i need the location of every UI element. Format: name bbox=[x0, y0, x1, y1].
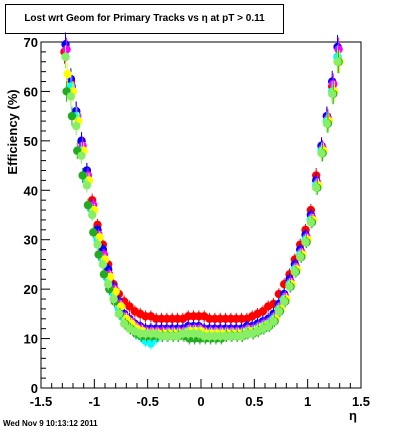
series-5 bbox=[62, 50, 343, 345]
series-6 bbox=[61, 45, 342, 343]
data-point bbox=[280, 297, 289, 306]
x-tick-label: -0.5 bbox=[136, 394, 158, 409]
data-point bbox=[317, 149, 326, 158]
data-point bbox=[301, 237, 310, 247]
data-point bbox=[98, 260, 108, 269]
data-point bbox=[328, 89, 337, 99]
y-tick-label: 0 bbox=[31, 381, 38, 396]
series-2 bbox=[62, 37, 343, 338]
y-tick-label: 50 bbox=[24, 134, 38, 149]
title-box: Lost wrt Geom for Primary Tracks vs η at… bbox=[5, 4, 284, 34]
data-point bbox=[306, 218, 316, 227]
data-point bbox=[77, 151, 86, 160]
x-axis: -1.5 -1 -0.5 0 0.5 1 1.5 bbox=[30, 379, 370, 409]
y-tick-label: 20 bbox=[24, 282, 38, 297]
data-point bbox=[99, 270, 109, 279]
data-point bbox=[334, 45, 343, 54]
data-point bbox=[72, 121, 81, 131]
data-point bbox=[83, 200, 93, 210]
x-tick-label: 0 bbox=[197, 394, 204, 409]
data-point bbox=[269, 317, 278, 326]
data-point bbox=[62, 45, 71, 54]
data-point bbox=[88, 210, 97, 220]
data-point bbox=[94, 250, 103, 259]
y-axis-title: Efficiency (%) bbox=[5, 89, 20, 174]
data-point bbox=[78, 171, 87, 180]
data-point bbox=[82, 181, 92, 190]
series-1 bbox=[61, 32, 342, 335]
data-point bbox=[285, 282, 294, 291]
data-point bbox=[264, 322, 273, 331]
x-axis-title: η bbox=[349, 408, 357, 423]
footer-timestamp: Wed Nov 9 10:13:12 2011 bbox=[3, 419, 98, 428]
data-point bbox=[322, 119, 332, 128]
y-tick-label: 70 bbox=[24, 35, 38, 50]
data-point bbox=[114, 309, 124, 319]
series-0 bbox=[60, 40, 342, 325]
data-point bbox=[125, 302, 134, 311]
markers bbox=[60, 32, 344, 350]
data-point bbox=[67, 111, 77, 121]
data-point bbox=[93, 240, 102, 249]
data-point bbox=[146, 339, 156, 348]
data-point bbox=[109, 294, 118, 304]
x-tick-label: 1.5 bbox=[352, 394, 370, 409]
series-3 bbox=[61, 45, 342, 350]
data-point bbox=[61, 52, 70, 62]
data-point bbox=[104, 280, 113, 289]
x-tick-label: 1 bbox=[304, 394, 311, 409]
y-tick-label: 30 bbox=[24, 233, 38, 248]
data-point bbox=[296, 252, 305, 262]
data-point bbox=[258, 307, 268, 316]
y-tick-label: 60 bbox=[24, 84, 38, 99]
x-tick-label: 0.5 bbox=[245, 394, 263, 409]
data-point bbox=[89, 228, 98, 237]
data-point bbox=[274, 307, 284, 316]
data-point bbox=[63, 69, 72, 79]
chart-title: Lost wrt Geom for Primary Tracks vs η at… bbox=[24, 13, 265, 24]
x-tick-label: -1 bbox=[89, 394, 101, 409]
data-point bbox=[120, 319, 129, 328]
y-tick-label: 10 bbox=[24, 332, 38, 347]
data-point bbox=[66, 92, 76, 101]
data-point bbox=[312, 183, 321, 193]
x-tick-label: -1.5 bbox=[30, 394, 52, 409]
y-tick-label: 40 bbox=[24, 183, 38, 198]
data-point bbox=[333, 57, 342, 66]
data-point bbox=[290, 267, 300, 277]
y-axis: 0 10 20 30 40 50 60 70 bbox=[24, 35, 50, 396]
series-4 bbox=[63, 50, 344, 340]
